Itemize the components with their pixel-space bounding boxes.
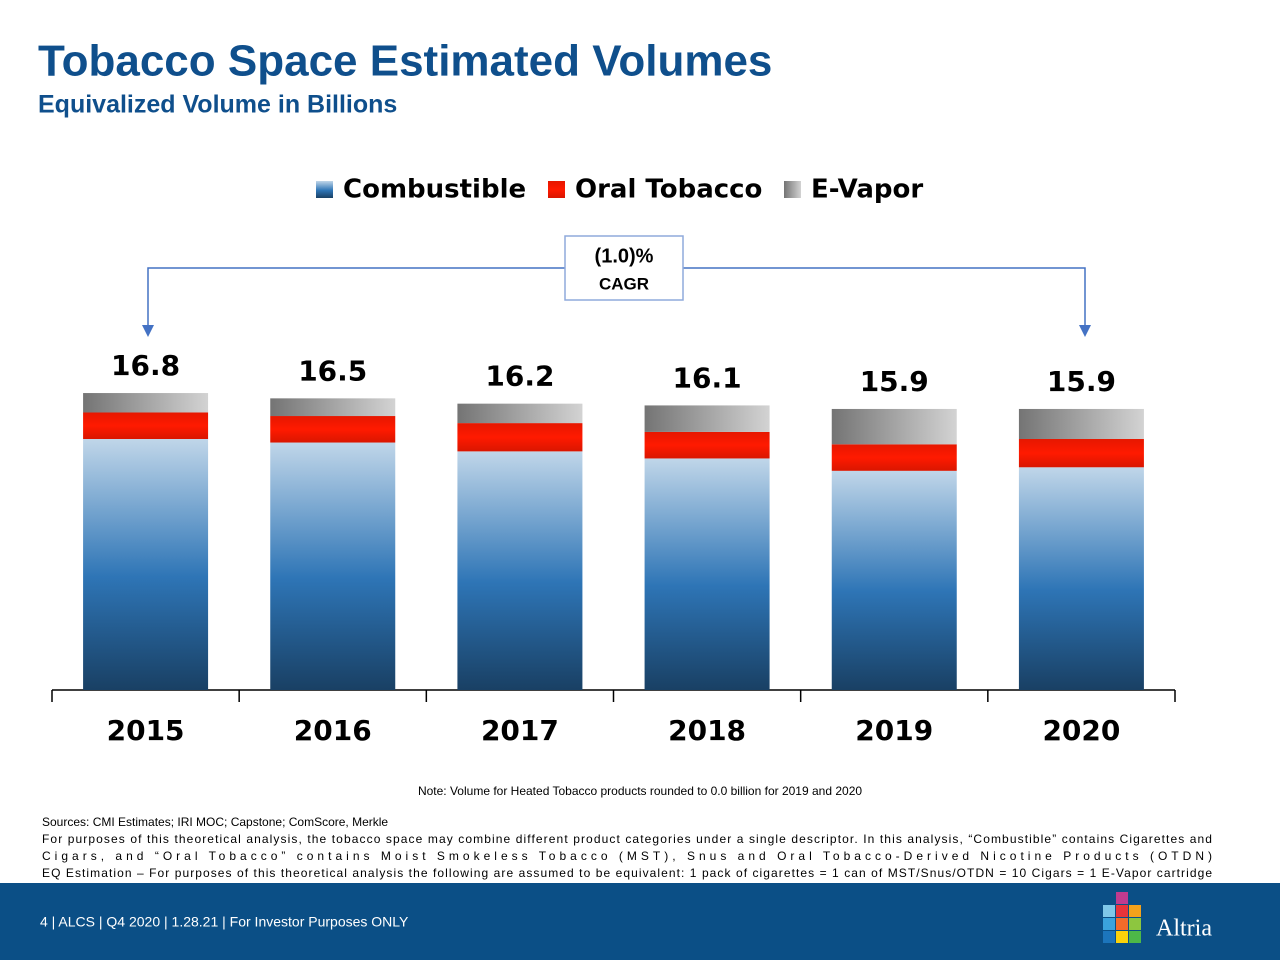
bar-segment — [831, 408, 957, 445]
bar-segment — [457, 403, 583, 424]
source-line: EQ Estimation – For purposes of this the… — [42, 866, 1212, 880]
bar-segment — [270, 416, 396, 443]
title: Tobacco Space Estimated Volumes — [38, 37, 772, 86]
bar-segment — [831, 470, 957, 690]
bar-segment — [644, 405, 770, 432]
sources: Sources: CMI Estimates; IRI MOC; Capston… — [42, 815, 1212, 880]
footer-text: 4 | ALCS | Q4 2020 | 1.28.21 | For Inves… — [40, 914, 409, 930]
bar-segment — [1018, 439, 1144, 468]
legend-swatch — [316, 181, 333, 198]
subtitle: Equivalized Volume in Billions — [38, 91, 397, 119]
total-label: 16.2 — [485, 360, 554, 393]
source-line: Sources: CMI Estimates; IRI MOC; Capston… — [42, 815, 388, 829]
cagr-label: CAGR — [599, 274, 649, 293]
bar-segment — [83, 412, 209, 440]
cagr-value: (1.0)% — [595, 245, 654, 267]
legend-swatch — [784, 181, 801, 198]
bar-segment — [83, 439, 209, 690]
x-tick-label: 2015 — [107, 714, 185, 747]
x-tick-label: 2017 — [481, 714, 559, 747]
x-tick-label: 2016 — [294, 714, 372, 747]
footer-band — [0, 883, 1280, 960]
bar-segment — [270, 398, 396, 417]
bar-segment — [1018, 408, 1144, 440]
bar-segment — [457, 423, 583, 452]
x-tick-label: 2018 — [668, 714, 746, 747]
source-line: For purposes of this theoretical analysi… — [42, 832, 1212, 846]
total-label: 15.9 — [860, 365, 929, 398]
bar-segment — [270, 442, 396, 690]
logo-mosaic — [1103, 892, 1141, 943]
total-label: 16.8 — [111, 349, 180, 382]
legend-swatch — [548, 181, 565, 198]
cagr-box — [564, 235, 684, 301]
bracket-arrows — [142, 325, 1091, 337]
legend-label: Oral Tobacco — [575, 175, 762, 205]
x-tick-label: 2019 — [855, 714, 933, 747]
x-tick-label: 2020 — [1042, 714, 1120, 747]
legend-label: Combustible — [343, 175, 526, 205]
total-label: 15.9 — [1047, 365, 1116, 398]
total-label: 16.5 — [298, 354, 367, 387]
total-label: 16.1 — [673, 361, 742, 394]
bar-segment — [831, 444, 957, 471]
bar-segment — [457, 451, 583, 690]
bar-segment — [1018, 467, 1144, 690]
bar-segment — [644, 431, 770, 459]
source-line: Cigars, and “Oral Tobacco” contains Mois… — [42, 849, 1212, 863]
bar-segment — [644, 458, 770, 690]
note: Note: Volume for Heated Tobacco products… — [418, 784, 862, 798]
legend-label: E-Vapor — [811, 175, 923, 205]
bar-segment — [83, 393, 209, 413]
cagr-bracket — [147, 267, 1086, 328]
logo-text: Altria — [1156, 916, 1212, 942]
